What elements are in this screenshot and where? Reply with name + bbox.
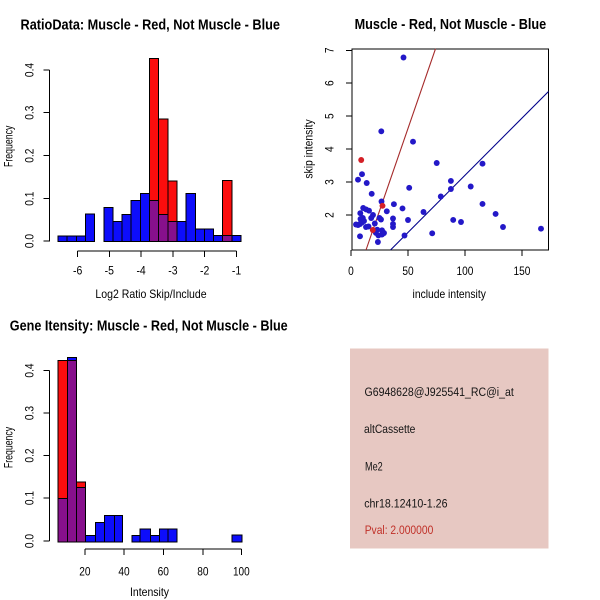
svg-text:150: 150 xyxy=(514,264,531,278)
svg-text:0.4: 0.4 xyxy=(23,63,37,77)
svg-text:50: 50 xyxy=(402,264,414,278)
svg-text:80: 80 xyxy=(197,565,209,579)
svg-text:-1: -1 xyxy=(232,264,242,278)
svg-text:-3: -3 xyxy=(168,264,178,278)
svg-text:60: 60 xyxy=(158,565,170,579)
svg-text:0.3: 0.3 xyxy=(23,406,37,420)
svg-text:Log2 Ratio Skip/Include: Log2 Ratio Skip/Include xyxy=(95,287,206,301)
svg-text:altCassette: altCassette xyxy=(364,422,416,436)
svg-text:include intensity: include intensity xyxy=(413,287,486,301)
svg-text:0.0: 0.0 xyxy=(23,234,37,248)
svg-text:6: 6 xyxy=(323,80,337,86)
svg-text:0: 0 xyxy=(348,264,354,278)
svg-text:40: 40 xyxy=(118,565,130,579)
svg-text:Muscle - Red, Not Muscle - Blu: Muscle - Red, Not Muscle - Blue xyxy=(355,17,547,33)
svg-text:RatioData: Muscle - Red, Not M: RatioData: Muscle - Red, Not Muscle - Bl… xyxy=(21,17,281,33)
svg-text:3: 3 xyxy=(323,179,337,185)
svg-text:-6: -6 xyxy=(73,264,83,278)
svg-text:G6948628@J925541_RC@i_at: G6948628@J925541_RC@i_at xyxy=(365,385,515,399)
svg-text:5: 5 xyxy=(323,113,337,119)
svg-text:7: 7 xyxy=(323,47,337,53)
svg-text:-4: -4 xyxy=(136,264,146,278)
svg-text:4: 4 xyxy=(323,146,337,152)
svg-text:0.3: 0.3 xyxy=(23,105,37,119)
svg-text:skip intensity: skip intensity xyxy=(302,119,316,178)
svg-text:0.1: 0.1 xyxy=(23,191,37,205)
svg-text:Frequency: Frequency xyxy=(2,126,16,167)
svg-text:2: 2 xyxy=(323,212,337,218)
svg-text:0.1: 0.1 xyxy=(23,491,37,505)
svg-text:Pval: 2.000000: Pval: 2.000000 xyxy=(365,523,434,537)
svg-text:-2: -2 xyxy=(200,264,210,278)
svg-text:100: 100 xyxy=(233,565,250,579)
svg-text:0.4: 0.4 xyxy=(23,363,37,377)
svg-text:Me2: Me2 xyxy=(365,460,383,474)
svg-text:Intensity: Intensity xyxy=(130,585,169,599)
svg-text:100: 100 xyxy=(457,264,474,278)
svg-text:-5: -5 xyxy=(105,264,115,278)
svg-text:0.0: 0.0 xyxy=(23,534,37,548)
svg-text:0.2: 0.2 xyxy=(23,148,37,162)
svg-text:0.2: 0.2 xyxy=(23,448,37,462)
svg-text:20: 20 xyxy=(79,565,91,579)
svg-text:chr18.12410-1.26: chr18.12410-1.26 xyxy=(364,497,447,511)
svg-text:Gene Itensity: Muscle - Red, N: Gene Itensity: Muscle - Red, Not Muscle … xyxy=(10,318,288,334)
svg-text:Frequency: Frequency xyxy=(2,427,16,468)
